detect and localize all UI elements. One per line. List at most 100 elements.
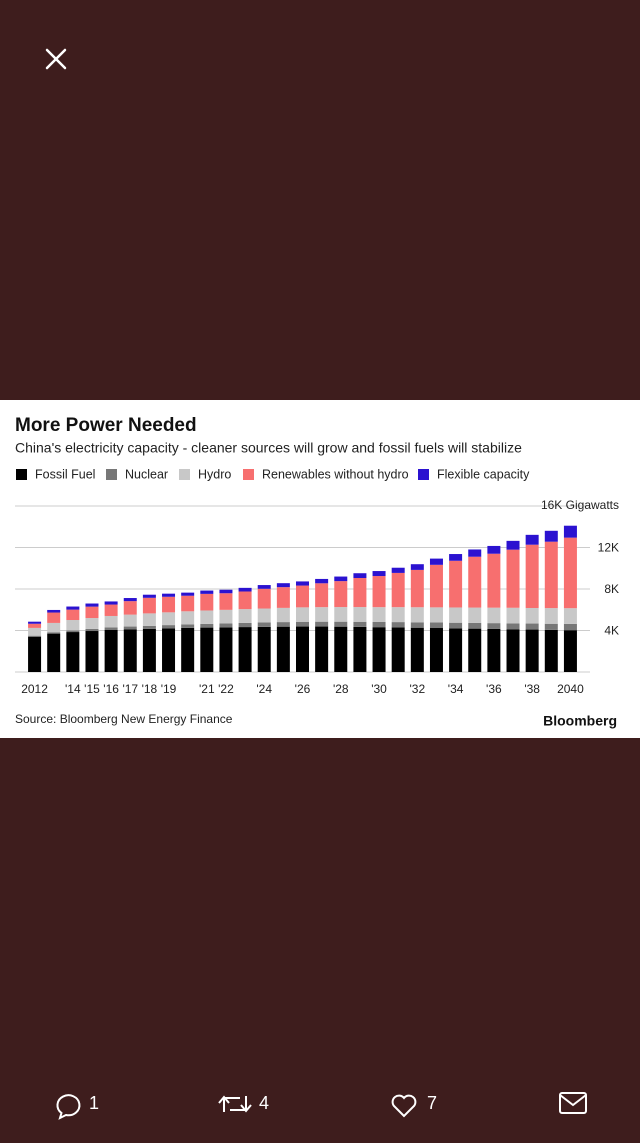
bar-segment xyxy=(219,609,233,624)
bar-segment xyxy=(142,594,156,598)
bar-segment xyxy=(468,607,482,623)
bar-segment xyxy=(66,630,80,633)
like-count: 7 xyxy=(427,1093,437,1113)
bar-segment xyxy=(85,628,99,632)
bar-segment xyxy=(315,626,329,672)
bar-segment xyxy=(85,631,99,672)
bar-segment xyxy=(104,629,118,672)
legend-swatch xyxy=(16,469,27,480)
x-tick-label: '16 xyxy=(103,682,119,696)
bar-segment xyxy=(47,633,61,672)
bar-segment xyxy=(525,623,539,630)
bar-segment xyxy=(181,611,195,625)
bar-segment xyxy=(257,585,271,589)
bar-segment xyxy=(372,571,386,577)
bar-segment xyxy=(449,607,463,623)
bar-segment xyxy=(506,607,520,624)
bar-segment xyxy=(28,627,42,636)
bar-segment xyxy=(487,623,501,629)
close-button[interactable] xyxy=(45,48,67,70)
bar-segment xyxy=(525,544,539,608)
bar-segment xyxy=(334,581,348,608)
bar-segment xyxy=(372,576,386,608)
legend-swatch xyxy=(243,469,254,480)
bar-segment xyxy=(544,530,558,542)
bar-segment xyxy=(200,627,214,672)
bar-segment xyxy=(238,609,252,623)
bar-segment xyxy=(104,615,118,628)
bar-segment xyxy=(429,622,443,629)
legend-label: Nuclear xyxy=(125,467,168,481)
bar-segment xyxy=(219,627,233,672)
bar-segment xyxy=(544,629,558,672)
bar-segment xyxy=(296,626,309,672)
y-tick-label: 16K Gigawatts xyxy=(541,498,619,512)
source: Source: Bloomberg New Energy Finance xyxy=(15,712,233,726)
bar-segment xyxy=(257,588,271,609)
bar-segment xyxy=(391,627,405,672)
bar-segment xyxy=(123,601,137,615)
bar-segment xyxy=(449,622,463,629)
bar-segment xyxy=(162,612,176,626)
bar-segment xyxy=(276,587,290,608)
bar-segment xyxy=(104,627,118,630)
bar-segment xyxy=(391,607,405,623)
share-button[interactable] xyxy=(559,1092,587,1114)
bar-segment xyxy=(353,621,367,627)
bar-segment xyxy=(200,593,214,611)
bar-segment xyxy=(429,564,443,608)
bar-segment xyxy=(66,620,80,631)
bar-segment xyxy=(200,610,214,624)
bar-segment xyxy=(468,556,482,608)
x-tick-label: '32 xyxy=(410,682,426,696)
bar-segment xyxy=(544,608,558,624)
bar-segment xyxy=(372,627,386,672)
x-tick-label: 2012 xyxy=(21,682,48,696)
bar-segment xyxy=(142,625,156,629)
retweet-button[interactable] xyxy=(218,1095,252,1113)
reply-button[interactable] xyxy=(56,1094,81,1120)
bar-segment xyxy=(563,537,577,609)
bar-segment xyxy=(85,603,99,607)
bar-segment xyxy=(468,628,482,672)
bar-segment xyxy=(123,626,137,630)
x-tick-label: '15 xyxy=(84,682,100,696)
x-tick-label: '17 xyxy=(122,682,138,696)
x-tick-label: 2040 xyxy=(557,682,584,696)
bar-segment xyxy=(506,623,520,630)
bar-segment xyxy=(410,564,424,570)
legend-swatch xyxy=(106,469,117,480)
bar-segment xyxy=(372,621,386,628)
x-tick-label: '21 xyxy=(199,682,215,696)
bar-segment xyxy=(162,593,176,597)
bar-segment xyxy=(276,583,290,588)
bar-segment xyxy=(200,623,214,628)
bar-segment xyxy=(296,607,309,622)
bar-segment xyxy=(563,525,577,538)
x-tick-label: '18 xyxy=(142,682,158,696)
bar-segment xyxy=(410,607,424,623)
bar-segment xyxy=(563,623,577,631)
bar-segment xyxy=(238,591,252,610)
x-tick-label: '26 xyxy=(295,682,311,696)
bar-segment xyxy=(334,576,348,582)
bar-segment xyxy=(315,578,329,584)
bar-segment xyxy=(66,632,80,672)
bar-segment xyxy=(315,607,329,622)
bar-segment xyxy=(123,629,137,672)
bar-segment xyxy=(487,628,501,672)
like-button[interactable] xyxy=(391,1094,417,1118)
bar-segment xyxy=(28,623,42,628)
bar-segment xyxy=(28,636,42,672)
x-tick-label: '36 xyxy=(486,682,502,696)
bar-segment xyxy=(162,596,176,613)
bar-segment xyxy=(296,581,309,586)
mail-icon xyxy=(559,1092,587,1114)
bar-segment xyxy=(334,621,348,627)
legend-label: Fossil Fuel xyxy=(35,467,95,481)
bar-segment xyxy=(219,589,233,594)
x-tick-label: '24 xyxy=(256,682,272,696)
mail-icon xyxy=(559,1094,587,1107)
